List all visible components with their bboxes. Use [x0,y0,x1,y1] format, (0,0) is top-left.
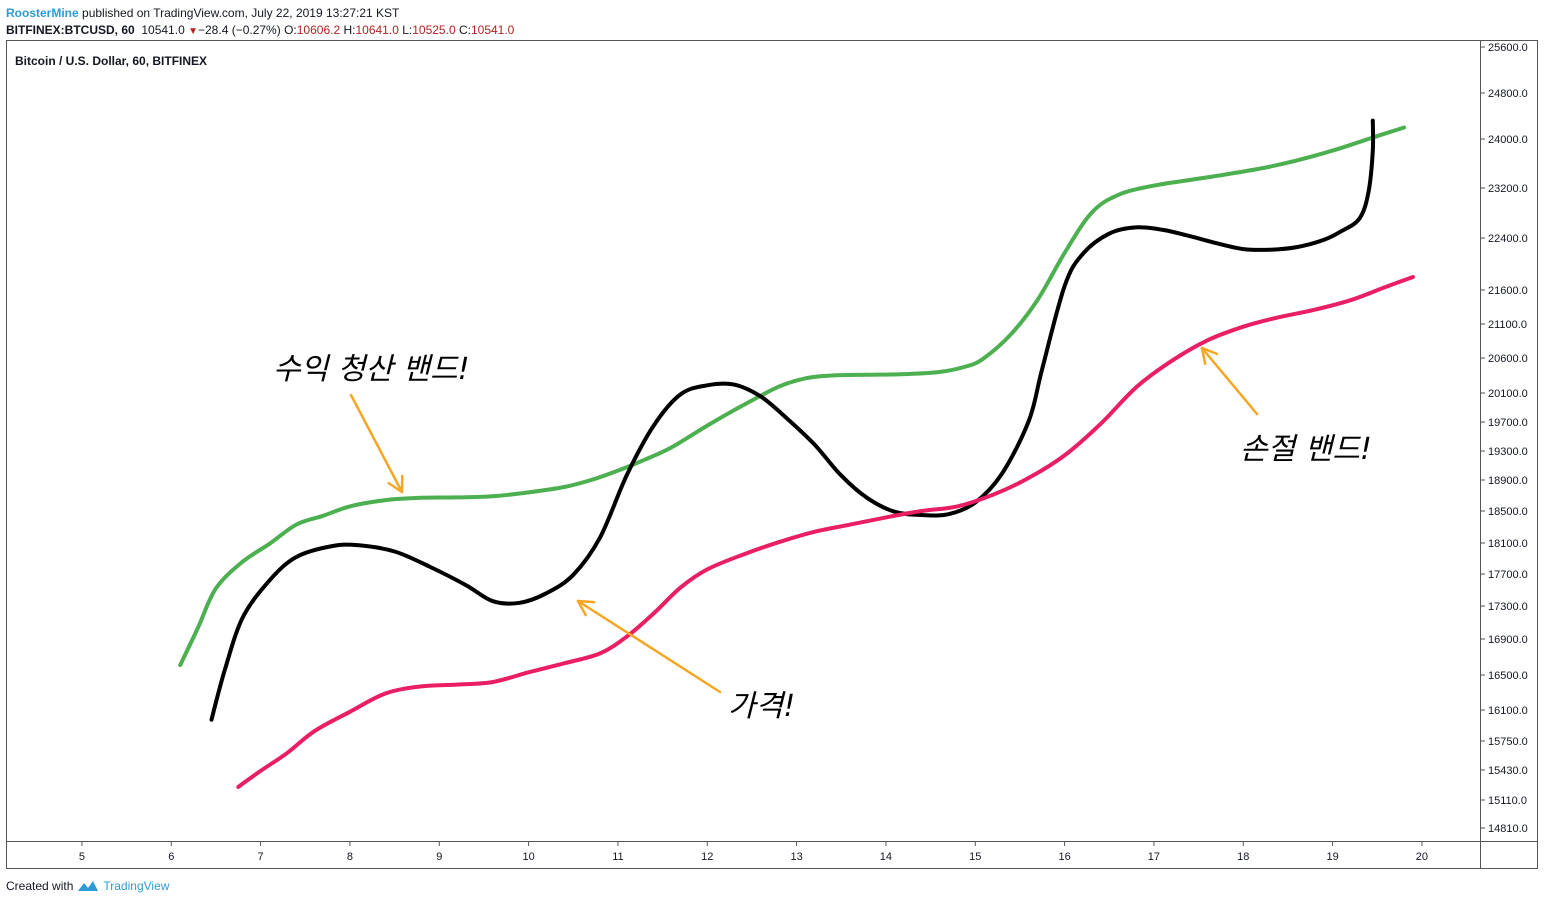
x-tick-label: 11 [612,851,623,863]
footer: Created with TradingView [6,879,169,893]
y-tick-label: 21600.0 [1488,285,1528,297]
annotation-price: 가격! [728,689,795,724]
x-tick-label: 6 [168,851,174,863]
close-value: 10541.0 [470,23,515,37]
y-tick-label: 24800.0 [1488,88,1528,100]
y-tick-label: 16500.0 [1488,670,1528,682]
y-tick-label: 16900.0 [1488,634,1528,646]
down-triangle-icon: ▼ [188,26,198,37]
x-tick-label: 19 [1326,851,1338,863]
tradingview-logo-icon [78,881,99,891]
y-tick-label: 15750.0 [1488,736,1528,748]
tradingview-brand[interactable]: TradingView [103,879,170,893]
price-change: −28.4 (−0.27%) [198,23,281,37]
high-label: H: [343,23,356,37]
y-tick-label: 17300.0 [1488,601,1528,613]
y-tick-label: 20100.0 [1488,388,1528,400]
x-tick-label: 16 [1058,851,1070,863]
series-line-lower-band [236,275,1415,789]
y-tick-label: 24000.0 [1488,134,1528,146]
low-value: 10525.0 [412,23,456,37]
chart-title: Bitcoin / U.S. Dollar, 60, BITFINEX [15,54,207,68]
last-price: 10541.0 [141,23,185,37]
series-layer [178,118,1415,789]
open-value: 10606.2 [296,23,341,37]
arrow-to-price [576,599,722,694]
published-text: published on TradingView.com, July 22, 2… [82,6,400,20]
annotation-stop-loss-band: 손절 밴드! [1240,432,1372,467]
series-line-price [209,118,1376,722]
series-line-upper-band [178,125,1407,668]
y-tick-label: 25600.0 [1488,42,1528,54]
y-tick-label: 19300.0 [1488,446,1528,458]
y-tick-label: 20600.0 [1488,353,1528,365]
created-with-text: Created with [6,879,74,893]
y-tick-label: 17700.0 [1488,569,1528,581]
x-tick-label: 8 [347,851,353,863]
author-name[interactable]: RoosterMine [6,6,79,20]
chart-frame [6,40,1538,869]
annotation-take-profit-band: 수익 청산 밴드! [273,352,470,387]
high-value: 10641.0 [355,23,399,37]
open-label: O: [284,23,297,37]
x-tick-label: 12 [701,851,713,863]
y-tick-label: 23200.0 [1488,183,1528,195]
x-tick-label: 7 [258,851,264,863]
publish-info: RoosterMine published on TradingView.com… [6,6,399,20]
low-label: L: [402,23,413,37]
x-tick-label: 18 [1237,851,1249,863]
y-tick-label: 16100.0 [1488,705,1528,717]
price-axis[interactable]: 14810.0 15110.0 15430.0 15750.0 16100.0 16500… [1480,42,1528,835]
y-tick-label: 15110.0 [1488,795,1527,807]
x-tick-label: 13 [790,851,802,863]
symbol-label: BITFINEX:BTCUSD, 60 [6,23,135,37]
close-label: C: [458,23,471,37]
x-tick-label: 10 [522,851,534,863]
y-tick-label: 15430.0 [1488,765,1528,777]
y-tick-label: 18900.0 [1488,475,1528,487]
x-tick-label: 20 [1416,851,1428,863]
y-tick-label: 18500.0 [1488,506,1528,518]
y-tick-label: 19700.0 [1488,417,1528,429]
time-axis[interactable]: 5 6 7 8 9 10 11 12 13 14 15 16 17 18 19 20 [79,841,1428,863]
x-tick-label: 17 [1148,851,1160,863]
arrow-to-lower-band [1200,346,1259,416]
y-tick-label: 21100.0 [1488,319,1527,331]
symbol-info-line: BITFINEX:BTCUSD, 60 10541.0 ▼−28.4 (−0.2… [6,23,514,37]
y-tick-label: 22400.0 [1488,233,1528,245]
x-tick-label: 14 [880,851,892,863]
arrow-to-upper-band [349,393,404,494]
x-tick-label: 15 [969,851,981,863]
x-tick-label: 9 [436,851,442,863]
x-tick-label: 5 [79,851,85,863]
y-tick-label: 14810.0 [1488,823,1528,835]
annotation-arrows [349,346,1259,694]
y-tick-label: 18100.0 [1488,538,1528,550]
